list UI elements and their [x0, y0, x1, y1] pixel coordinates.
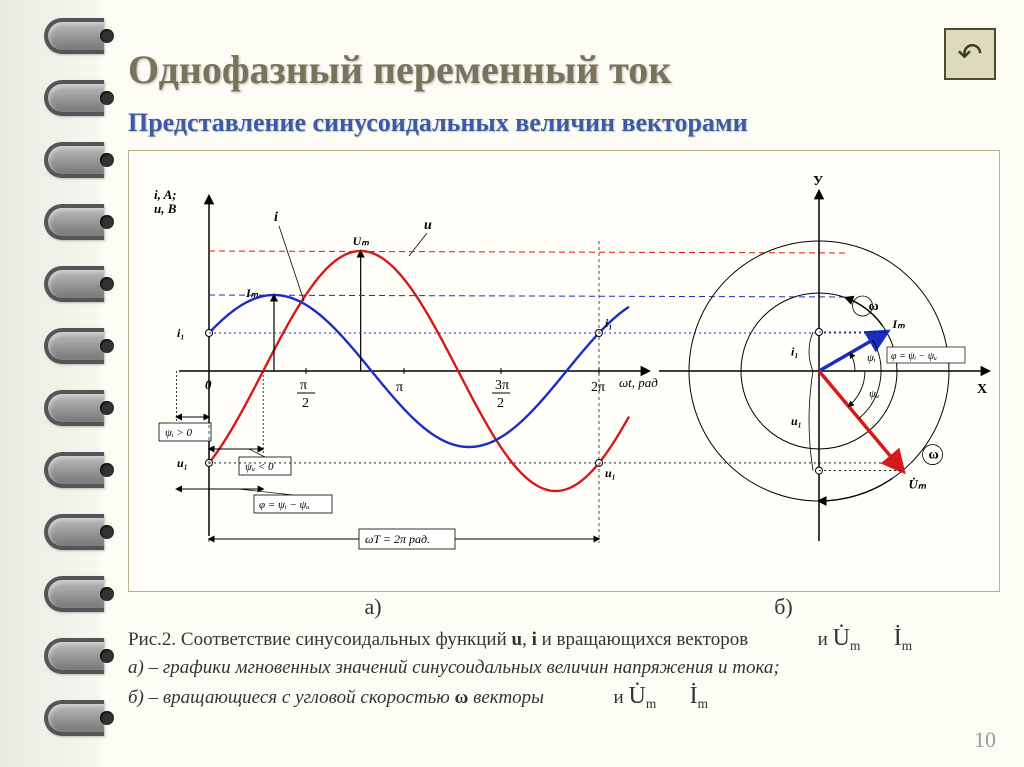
- svg-text:Uₘ: Uₘ: [353, 234, 370, 248]
- svg-text:ψᵤ: ψᵤ: [869, 388, 879, 400]
- spiral-binding: [0, 0, 100, 767]
- svg-text:Iₘ: Iₘ: [892, 317, 906, 331]
- svg-text:i, A;: i, A;: [154, 187, 177, 202]
- svg-text:2: 2: [302, 396, 309, 411]
- svg-text:ω: ω: [929, 448, 939, 463]
- back-button[interactable]: ↶: [944, 28, 996, 80]
- svg-text:ψᵢ: ψᵢ: [867, 352, 876, 364]
- sublabels: а) б): [128, 594, 998, 620]
- svg-text:u: u: [424, 218, 432, 233]
- svg-text:ω: ω: [869, 299, 879, 314]
- svg-text:u, B: u, B: [154, 201, 177, 216]
- svg-text:i₁: i₁: [177, 326, 185, 340]
- svg-text:ωT = 2π рад.: ωT = 2π рад.: [365, 532, 430, 546]
- svg-text:ωt, рад: ωt, рад: [619, 375, 658, 390]
- svg-text:u₁: u₁: [791, 414, 802, 428]
- page-title: Однофазный переменный ток: [128, 46, 671, 93]
- svg-text:X: X: [977, 382, 987, 397]
- svg-text:π: π: [300, 378, 307, 393]
- figure-caption: Рис.2. Соответствие синусоидальных функц…: [128, 622, 998, 713]
- svg-text:π: π: [396, 380, 403, 395]
- back-icon: ↶: [957, 37, 982, 72]
- svg-text:i₁: i₁: [605, 316, 613, 330]
- diagram-svg: i, A;u, Bωt, рад0π2π3π22πiui₁u₁IₘUₘψᵢ > …: [129, 151, 999, 591]
- page-subtitle: Представление синусоидальных величин век…: [128, 108, 748, 138]
- svg-text:i₁: i₁: [791, 345, 799, 359]
- svg-text:U̇ₘ: U̇ₘ: [909, 477, 927, 492]
- svg-text:2: 2: [497, 396, 504, 411]
- label-a: а): [248, 594, 498, 620]
- svg-text:2π: 2π: [591, 380, 605, 395]
- svg-text:u₁: u₁: [177, 456, 188, 470]
- svg-text:ψᵢ > 0: ψᵢ > 0: [165, 427, 192, 439]
- svg-text:У: У: [813, 174, 823, 189]
- label-b: б): [684, 594, 884, 620]
- svg-text:0: 0: [205, 377, 212, 392]
- svg-text:φ = ψᵢ − ψᵤ: φ = ψᵢ − ψᵤ: [891, 351, 937, 362]
- diagram-frame: i, A;u, Bωt, рад0π2π3π22πiui₁u₁IₘUₘψᵢ > …: [128, 150, 1000, 592]
- svg-text:u₁: u₁: [605, 466, 616, 480]
- page-number: 10: [974, 727, 996, 753]
- svg-text:3π: 3π: [495, 378, 509, 393]
- svg-text:Iₘ: Iₘ: [245, 286, 259, 300]
- svg-text:i: i: [274, 210, 278, 225]
- svg-text:φ = ψᵢ − ψᵤ: φ = ψᵢ − ψᵤ: [259, 499, 310, 511]
